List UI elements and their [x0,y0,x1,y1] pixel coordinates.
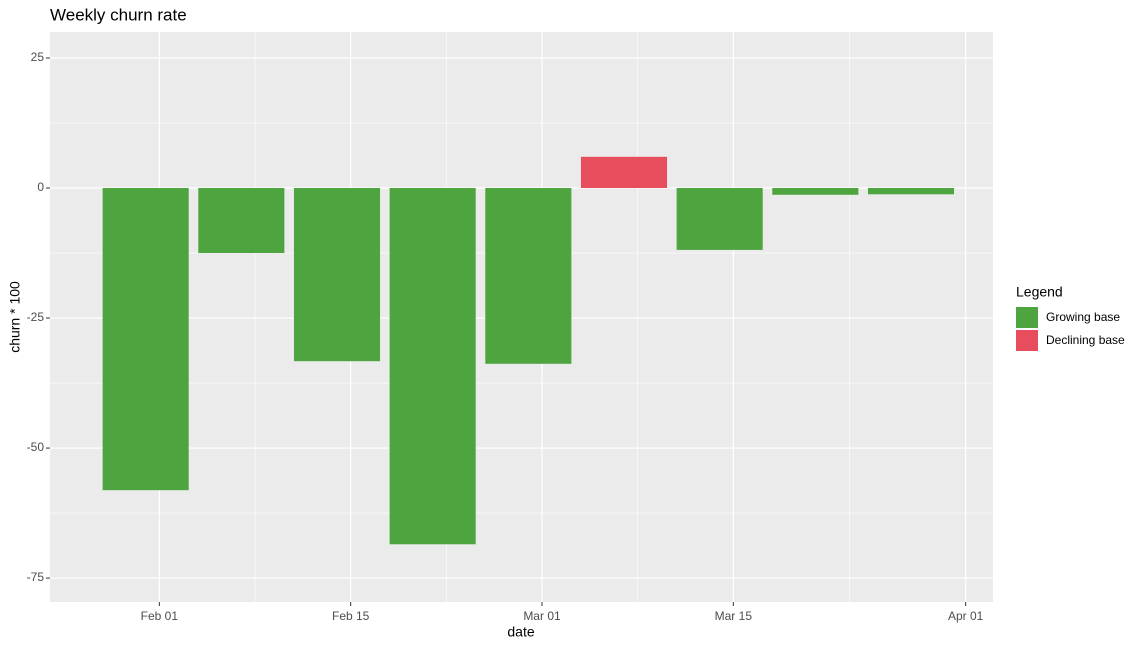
bar [102,188,189,491]
bar [867,188,955,195]
legend-label: Growing base [1046,310,1120,324]
y-tick-label: -75 [27,570,45,584]
bar [198,188,285,254]
x-axis-title: date [507,624,534,640]
bar [580,156,668,189]
y-tick-label: 25 [31,50,45,64]
y-axis-title: churn * 100 [7,281,23,353]
bar [389,188,476,545]
bar [485,188,572,364]
x-tick-label: Apr 01 [948,609,984,623]
legend-title: Legend [1016,284,1063,300]
y-tick-label: -25 [27,310,45,324]
x-tick-label: Mar 01 [523,609,561,623]
bar [772,188,859,195]
y-tick-label: 0 [37,180,44,194]
legend-key [1016,330,1038,351]
x-tick-label: Feb 15 [332,609,370,623]
bar [676,188,763,250]
x-tick-label: Feb 01 [141,609,179,623]
y-tick-label: -50 [27,440,45,454]
legend-key [1016,307,1038,328]
x-tick-label: Mar 15 [715,609,753,623]
chart-title: Weekly churn rate [50,5,187,24]
bar [293,188,381,362]
legend-label: Declining base [1046,333,1125,347]
